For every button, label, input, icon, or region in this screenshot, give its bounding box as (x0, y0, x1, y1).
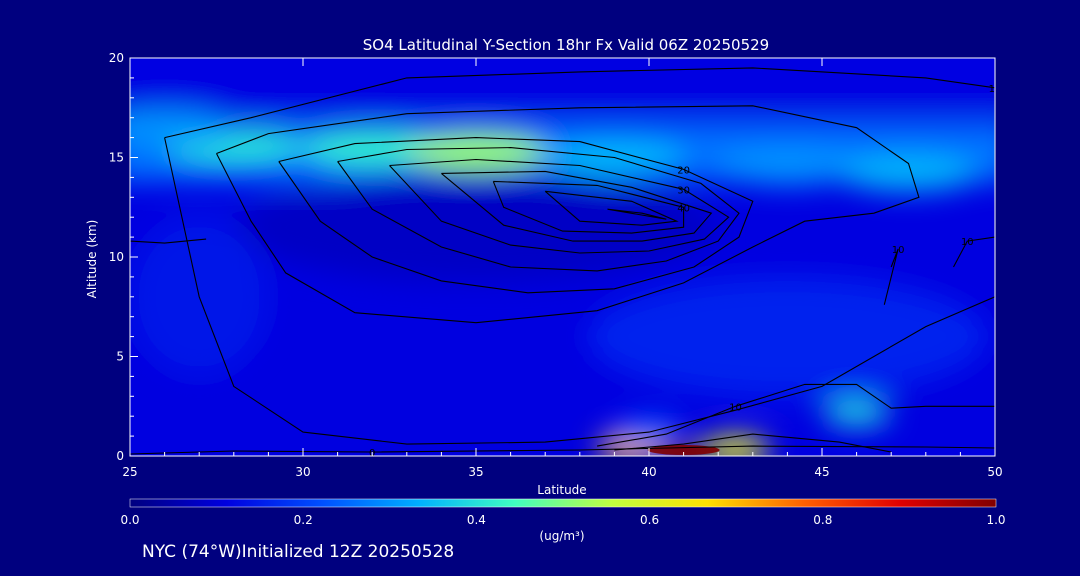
field-core-low (236, 172, 716, 283)
x-tick-label-2: 35 (468, 465, 483, 479)
field-lower-mid (587, 276, 988, 397)
x-tick-label-0: 25 (122, 465, 137, 479)
contour-label-12: 10 (892, 245, 905, 256)
colorbar-gradient (129, 498, 997, 508)
contour-line-8 (544, 190, 679, 226)
contour-line-14 (130, 238, 207, 244)
contour-line-7 (492, 180, 685, 234)
colorbar-tick-label-0: 0.0 (120, 513, 139, 527)
y-tick-label-4: 20 (109, 51, 124, 65)
contour-line-12 (883, 248, 899, 305)
concentration-blob-5 (838, 155, 979, 192)
contour-label-1: 10 (989, 84, 1002, 95)
concentration-blob-6 (130, 109, 235, 146)
concentration-blob-1 (406, 133, 546, 170)
colorbar-tick-label-2: 0.4 (467, 513, 486, 527)
contour-label-7: 40 (677, 203, 690, 214)
x-tick-label-4: 45 (814, 465, 829, 479)
contour-label-3: 20 (677, 165, 690, 176)
colorbar-tick-label-1: 0.2 (294, 513, 313, 527)
contour-line-10 (597, 383, 995, 447)
contour-line-11 (614, 433, 892, 453)
contour-line-13 (953, 236, 995, 268)
y-tick-label-1: 5 (116, 350, 124, 364)
contour-line-1 (164, 67, 995, 445)
contour-lines: 010203040101010 (130, 67, 1002, 456)
concentration-blob-10 (822, 398, 891, 427)
colorbar-tick-label-4: 0.8 (813, 513, 832, 527)
colorbar-tick-label-5: 1.0 (986, 513, 1005, 527)
y-tick-label-2: 10 (109, 250, 124, 264)
colorbar-tick-label-3: 0.6 (640, 513, 659, 527)
contour-line-0 (130, 445, 995, 455)
contour-label-13: 10 (961, 237, 974, 248)
x-axis-label: Latitude (537, 483, 586, 497)
colorbar-ticks: 0.0 0.2 0.4 0.6 0.8 1.0 (120, 513, 1005, 527)
y-axis-label: Altitude (km) (85, 220, 99, 299)
contour-line-9 (607, 208, 667, 220)
colorbar: 0.0 0.2 0.4 0.6 0.8 1.0 (ug/m³) (120, 498, 1006, 543)
x-tick-label-5: 50 (987, 465, 1002, 479)
x-tick-label-1: 30 (295, 465, 310, 479)
y-tick-label-0: 0 (116, 449, 124, 463)
colorbar-label: (ug/m³) (539, 529, 584, 543)
concentration-blob-4 (717, 149, 858, 186)
concentration-blob-0 (302, 129, 443, 166)
chart-title: SO4 Latitudinal Y-Section 18hr Fx Valid … (363, 36, 769, 54)
contour-line-4 (337, 147, 740, 272)
contour-line-3 (278, 137, 754, 294)
contour-label-10: 10 (729, 402, 742, 413)
contour-line-5 (389, 158, 730, 254)
contour-line-6 (441, 170, 713, 242)
x-tick-label-3: 40 (641, 465, 656, 479)
footer-init-text: NYC (74°W)Initialized 12Z 20250528 (142, 542, 455, 562)
axes: 25 30 35 40 45 50 0 5 10 15 20 (109, 51, 1003, 479)
contour-label-5: 30 (677, 185, 690, 196)
y-tick-label-3: 15 (109, 151, 124, 165)
field-band-top (130, 58, 995, 114)
contour-line-2 (216, 105, 920, 324)
